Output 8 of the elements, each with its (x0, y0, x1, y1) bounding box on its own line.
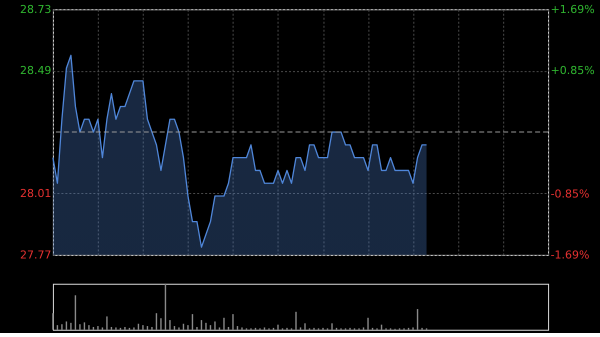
y2-tick-label: +1.69% (550, 2, 595, 16)
y2-tick-label: +0.85% (550, 64, 595, 77)
y2-tick-label: -1.69% (550, 248, 590, 262)
y-tick-label: 28.73 (20, 2, 52, 16)
y-tick-label: 27.77 (20, 248, 52, 262)
y-tick-label: 28.01 (20, 186, 52, 200)
y2-tick-label: -0.85% (550, 187, 590, 200)
y-tick-label: 28.49 (20, 64, 52, 78)
